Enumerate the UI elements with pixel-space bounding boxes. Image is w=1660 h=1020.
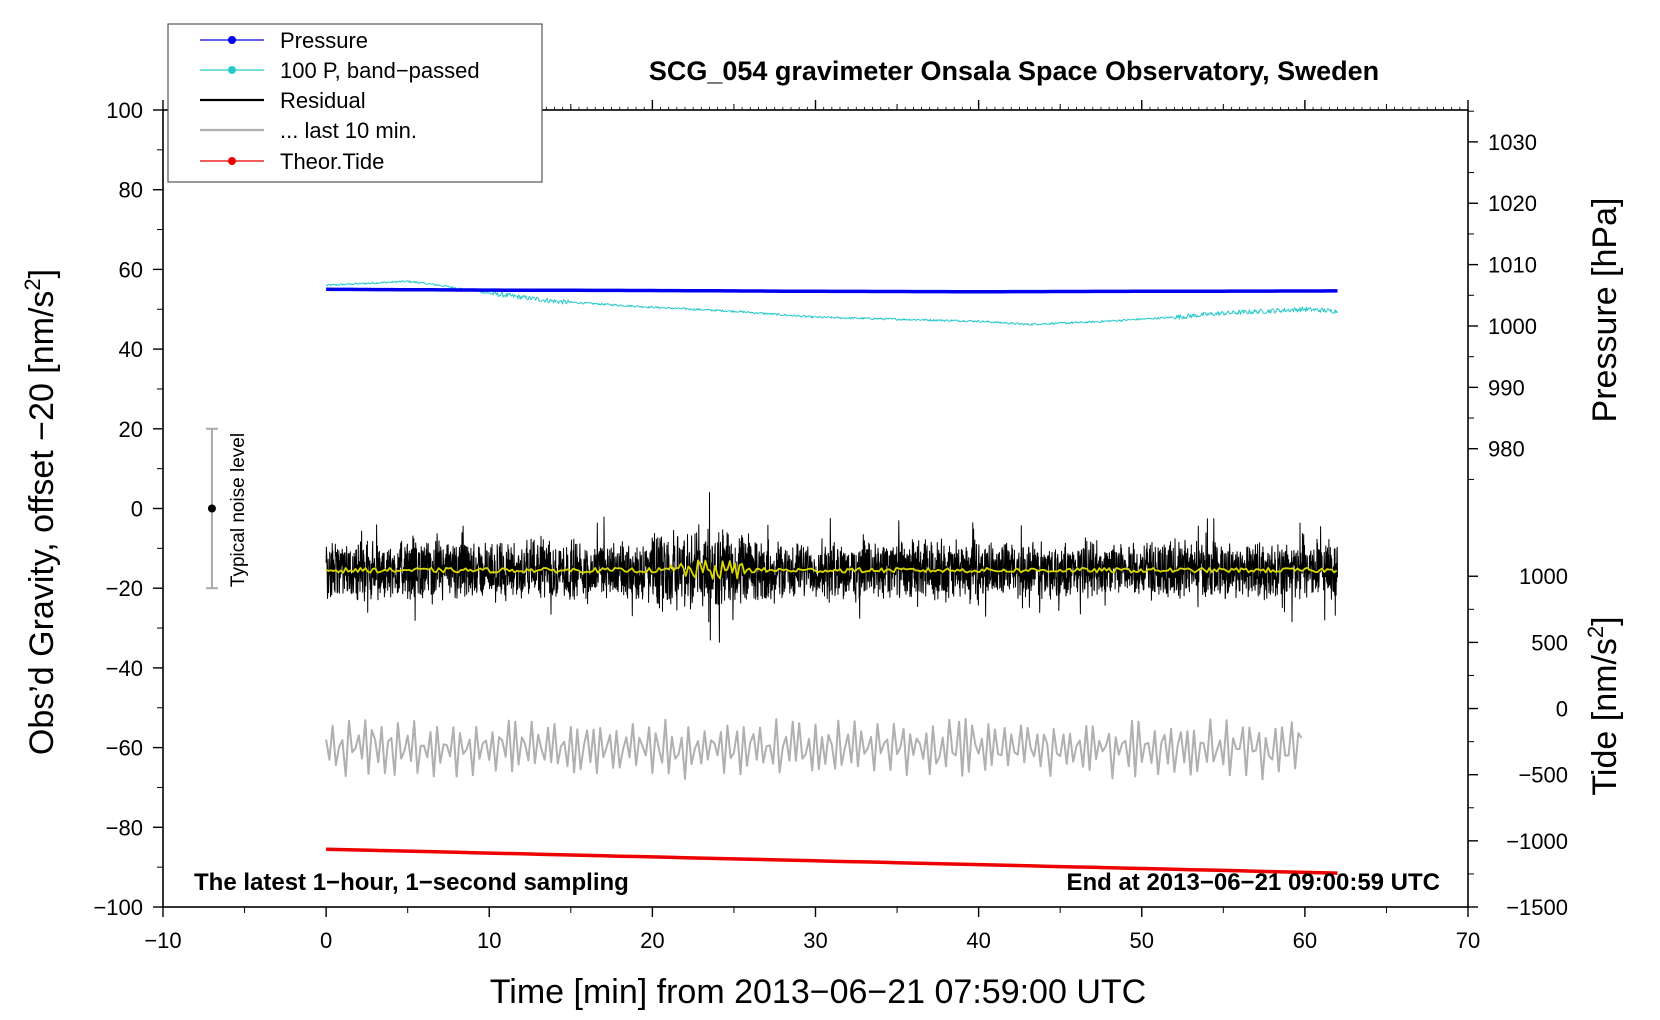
series-residual-smoothed-line: [325, 559, 1338, 580]
legend: Pressure 100 P, band−passed Residual ...…: [167, 23, 543, 183]
series-layer: [325, 280, 1338, 875]
legend-entry-pressure: Pressure: [200, 28, 368, 53]
y-axis-title-end: ]: [23, 269, 61, 278]
noise-bar-center: [207, 504, 216, 513]
x-tick-label: 50: [1130, 928, 1154, 953]
tide-tick-label: −500: [1518, 763, 1568, 788]
legend-label-last10: ... last 10 min.: [280, 118, 417, 143]
x-tick-label: 10: [477, 928, 501, 953]
x-tick-label: 60: [1293, 928, 1317, 953]
y-tick-label: −80: [106, 815, 143, 840]
y-axis-title-sup: 2: [20, 278, 45, 290]
y-tick-label: 40: [119, 337, 143, 362]
tide-tick-label: −1000: [1506, 829, 1568, 854]
x-tick-label: 20: [640, 928, 664, 953]
y-axis-title-main: Obs’d Gravity, offset −20 [nm/s: [23, 291, 61, 756]
tide-tick-label: 0: [1556, 697, 1568, 722]
y-tick-label: 80: [119, 178, 143, 203]
pressure-tick-label: 1000: [1488, 314, 1537, 339]
series-bandpassed-line: [325, 280, 1338, 326]
annotation-right: End at 2013−06−21 09:00:59 UTC: [1066, 869, 1440, 896]
plot-frame: [162, 109, 1469, 908]
tide-tick-label: −1500: [1506, 895, 1568, 920]
legend-label-residual: Residual: [280, 88, 366, 113]
pressure-tick-label: 990: [1488, 375, 1525, 400]
x-tick-label: 40: [966, 928, 990, 953]
y-tick-label: −60: [106, 736, 143, 761]
y-tick-label: 100: [106, 98, 143, 123]
legend-label-pressure: Pressure: [280, 28, 368, 53]
legend-label-tide: Theor.Tide: [280, 149, 384, 174]
legend-marker-tide: [228, 157, 236, 165]
y-tick-label: 60: [119, 257, 143, 282]
tide-tick-label: 1000: [1519, 564, 1568, 589]
tide-axis-title-sup: 2: [1583, 626, 1608, 638]
tide-tick-label: 500: [1531, 630, 1568, 655]
y-tick-label: 20: [119, 417, 143, 442]
noise-level-label: Typical noise level: [228, 433, 249, 587]
legend-entry-bandpassed: 100 P, band−passed: [200, 58, 480, 83]
series-tide-line: [326, 847, 1338, 875]
pressure-tick-label: 1010: [1488, 253, 1537, 278]
tide-axis-title-main: Tide [nm/s: [1586, 638, 1624, 795]
legend-entry-tide: Theor.Tide: [200, 149, 384, 174]
x-tick-label: −10: [144, 928, 181, 953]
y-tick-label: −40: [106, 656, 143, 681]
y-tick-label: −20: [106, 576, 143, 601]
series-residual-line: [325, 492, 1338, 643]
x-axis-title: Time [min] from 2013−06−21 07:59:00 UTC: [490, 973, 1146, 1011]
y-tick-label: −100: [93, 895, 143, 920]
x-tick-label: 70: [1456, 928, 1480, 953]
series-pressure-line: [326, 287, 1338, 294]
legend-entry-last10: ... last 10 min.: [200, 118, 417, 143]
chart-title: SCG_054 gravimeter Onsala Space Observat…: [649, 56, 1379, 86]
x-tick-label: 30: [803, 928, 827, 953]
legend-marker-pressure: [228, 36, 236, 44]
tide-axis-title: Tide [nm/s2]: [1583, 616, 1624, 795]
annotation-left: The latest 1−hour, 1−second sampling: [194, 869, 629, 896]
legend-entry-residual: Residual: [200, 88, 366, 113]
legend-marker-bandpassed: [228, 66, 236, 74]
y-tick-label: 0: [131, 497, 143, 522]
axes-layer: −10 0 10 20 30 40 50 60 70−100−80−60−40−20020406…: [93, 98, 1568, 953]
pressure-axis-title: Pressure [hPa]: [1586, 198, 1624, 423]
tide-axis-title-end: ]: [1586, 616, 1624, 625]
y-axis-title: Obs’d Gravity, offset −20 [nm/s2]: [20, 269, 61, 755]
pressure-tick-label: 1020: [1488, 191, 1537, 216]
legend-label-bandpassed: 100 P, band−passed: [280, 58, 480, 83]
legend-box: [167, 23, 543, 183]
pressure-tick-label: 980: [1488, 437, 1525, 462]
x-tick-label: 0: [320, 928, 332, 953]
pressure-tick-label: 1030: [1488, 130, 1537, 155]
series-last10-line: [325, 718, 1303, 781]
